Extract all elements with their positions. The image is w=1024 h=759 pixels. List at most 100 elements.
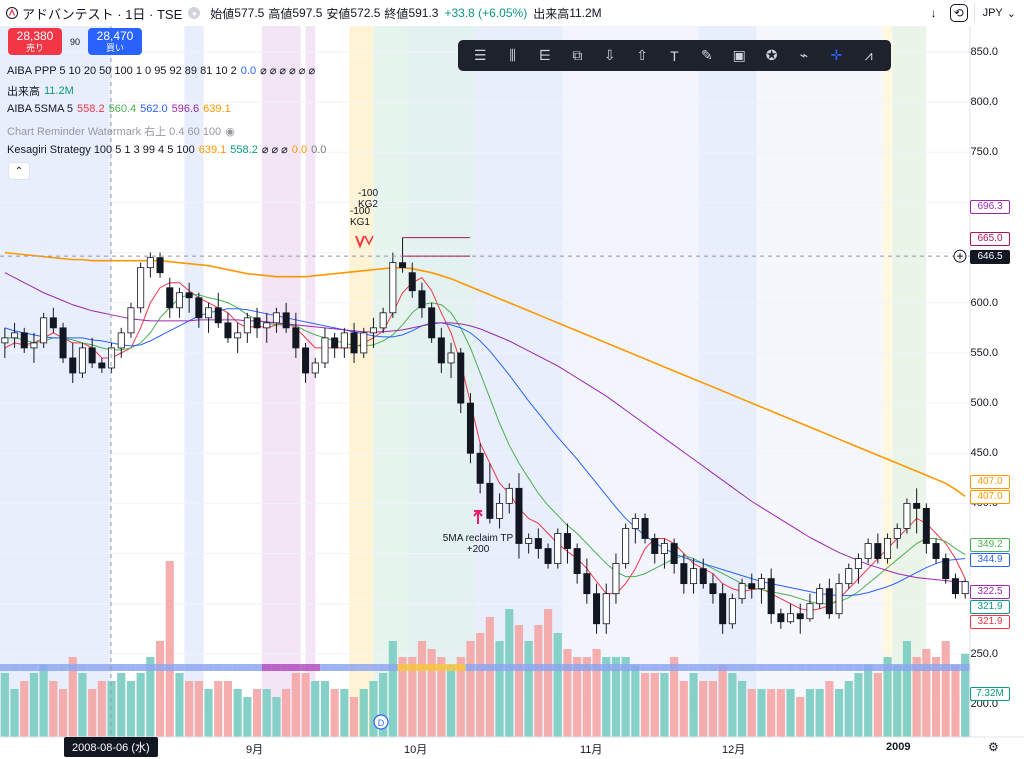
ppp-cell [776,664,786,671]
background-band [882,26,893,737]
indicator-kesagiri[interactable]: Kesagiri Strategy 100 5 1 3 99 4 5 100 6… [7,143,327,157]
badge-kg-level: 665.0 [970,232,1010,246]
arrow-down-icon[interactable]: ⇩ [603,47,616,63]
pitchfork-icon[interactable]: ⋿ [538,47,552,63]
candle-up [806,603,814,620]
ppp-cell [116,664,127,671]
candle-up [835,583,843,615]
candle-down [98,362,106,369]
candle-down [437,337,445,364]
candle-down [253,317,261,329]
volume-bar [388,641,397,737]
candle-up [903,502,911,529]
volume-bar [136,673,145,737]
candle-up [660,543,668,554]
arrow-up-icon[interactable]: ⇧ [636,47,648,63]
candle-down [932,543,940,559]
currency-label: JPY [982,7,1003,19]
volume-bar [786,689,795,737]
time-label: 10月 [404,744,428,756]
symbol-title[interactable]: アドバンテスト · 1日 · TSE [22,6,183,22]
candle-down [428,307,436,339]
ppp-cell [77,664,88,671]
gear-icon[interactable]: ⚙ [988,740,999,754]
volume-bar [175,673,184,737]
kesagiri-value-4: 0.0 [311,143,327,156]
candle-up [854,558,862,569]
candle-down [563,533,571,549]
text-icon[interactable]: T [670,47,679,64]
kesagiri-value-3: 0.0 [291,143,308,156]
currency-select[interactable]: JPY ⌄ [973,3,1024,23]
background-band [349,26,374,737]
collapse-legend-button[interactable]: ⌃ [8,162,30,180]
candle-down [195,297,203,319]
time-axis[interactable]: 9月 10月 11月 12月 2009 [0,738,1024,759]
indicator-aiba-ppp[interactable]: AIBA PPP 5 10 20 50 100 1 0 95 92 89 81 … [7,64,315,78]
buy-label: 買い [106,43,125,53]
kg2-annotation: -100 [358,188,378,199]
buy-button[interactable]: 28,470 買い [88,28,143,55]
crosshair-icon[interactable]: ✛ [830,47,843,63]
ppp-cell [465,664,476,671]
indicator-watermark[interactable]: Chart Reminder Watermark 右上 0.4 60 100 ◉ [7,123,235,139]
candle-up [738,583,746,600]
sell-button[interactable]: 28,380 売り [8,28,62,55]
price-tick: 750.0 [970,146,998,158]
fill-icon[interactable]: ⌁ [799,47,809,63]
candle-bars-icon[interactable]: ⧉ [572,47,583,63]
brush-icon[interactable]: ✎ [700,47,713,63]
download-icon[interactable]: ↓ [930,6,937,20]
sma-10-line [4,294,966,605]
ppp-cell [543,664,553,671]
sma-20-line [4,308,966,597]
volume-bar [621,657,630,737]
candle-up [40,317,48,344]
volume-bar [563,649,572,737]
volume-bar [408,657,417,737]
candle-up [205,307,213,319]
ppp-cell [533,664,544,671]
trend-icon[interactable]: ⩘ [864,47,873,63]
ppp-cell [669,664,679,671]
indicator-aiba-5sma[interactable]: AIBA 5SMA 5 558.2 560.4 562.0 596.6 639.… [7,103,231,115]
ppp-cell [514,664,524,671]
volume-bar [379,673,388,737]
na-icons: ⌀ ⌀ ⌀ [261,144,288,156]
note-icon[interactable]: ▣ [732,47,746,63]
candle-up [234,332,242,339]
volume-bar [446,665,456,737]
ppp-cell [834,664,844,671]
volume-bar [417,641,427,737]
volume-bar [602,657,611,737]
badge-sma5: 321.9 [970,615,1010,629]
drawing-toolbar: ☰ ⫼ ⋿ ⧉ ⇩ ⇧ T ✎ ▣ ✪ ⌁ ✛ ⩘ [458,40,891,71]
candle-down [767,578,775,615]
market-status-icon: ● [188,7,201,19]
indicator-volume[interactable]: 出来高 11.2M [7,83,74,99]
fib-icon[interactable]: ⫼ [509,47,516,63]
sma-50-line [4,272,966,583]
indicator-name: AIBA PPP 5 10 20 50 100 1 0 95 92 89 81 … [7,64,237,77]
volume-bar [941,641,950,737]
candle-up [369,327,377,334]
volume-bar [126,681,136,737]
lines-icon[interactable]: ☰ [473,47,487,63]
event-marker-icon [373,714,389,730]
star-icon[interactable]: ✪ [765,47,778,63]
ppp-cell [232,664,243,671]
ppp-cell [164,664,175,671]
ppp-cell [19,664,30,671]
sma50-value: 596.6 [171,103,200,115]
candle-up [340,332,348,349]
candle-down [825,588,833,615]
ppp-cell [0,664,10,671]
volume-bar [427,649,436,737]
header-right: ↓ ⟲ JPY ⌄ [924,0,1024,26]
kg1-annotation: -100 [350,206,370,217]
replay-icon[interactable]: ⟲ [949,4,968,22]
candle-down [224,322,232,339]
candle-down [486,482,494,519]
eye-hidden-icon[interactable]: ◉ [225,125,235,138]
